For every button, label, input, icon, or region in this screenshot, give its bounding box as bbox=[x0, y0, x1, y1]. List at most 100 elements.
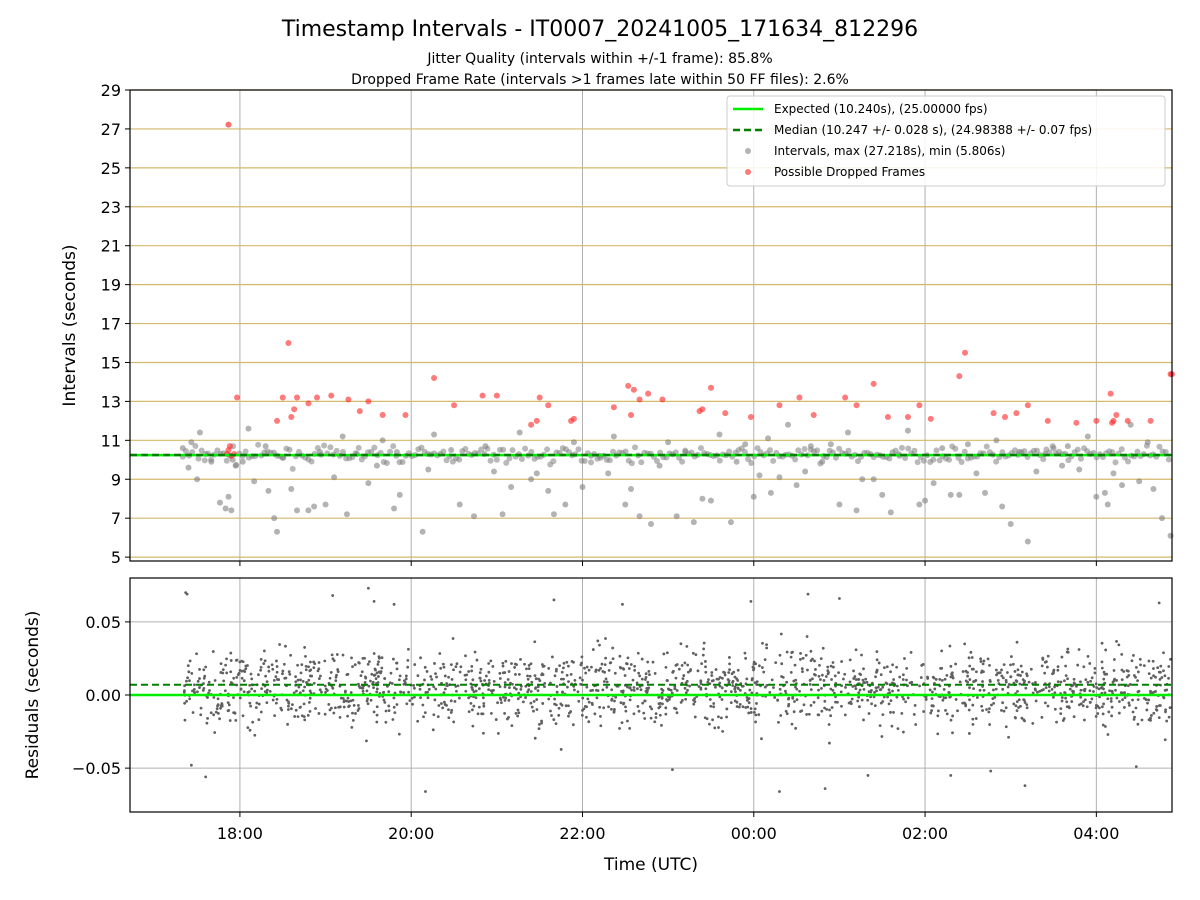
residual-point bbox=[473, 650, 477, 654]
residual-point bbox=[891, 689, 894, 693]
dropped-frame-point bbox=[1044, 417, 1051, 424]
residual-point bbox=[319, 674, 322, 678]
interval-point bbox=[933, 447, 940, 454]
residual-point bbox=[246, 664, 249, 667]
residual-point bbox=[419, 696, 422, 700]
residual-point bbox=[450, 677, 454, 681]
residual-point bbox=[299, 671, 303, 675]
residual-point bbox=[372, 673, 376, 677]
dropped-frame-point bbox=[630, 386, 637, 393]
interval-point bbox=[391, 505, 398, 512]
residual-point bbox=[784, 709, 788, 713]
residual-point bbox=[387, 709, 391, 713]
residual-point bbox=[432, 713, 436, 717]
residual-point bbox=[940, 666, 944, 670]
residual-point bbox=[229, 659, 233, 662]
residual-point bbox=[1154, 690, 1157, 693]
residual-point bbox=[523, 662, 526, 666]
interval-point bbox=[958, 458, 965, 465]
residual-point bbox=[291, 703, 294, 707]
residual-point bbox=[562, 677, 565, 681]
interval-point bbox=[262, 443, 269, 450]
residual-point bbox=[434, 687, 438, 691]
interval-point bbox=[697, 445, 704, 452]
residual-point bbox=[675, 711, 679, 715]
residual-point bbox=[1139, 663, 1142, 667]
residual-point bbox=[298, 691, 302, 695]
residual-point bbox=[481, 731, 485, 735]
residual-point bbox=[549, 709, 552, 713]
interval-point bbox=[886, 455, 893, 462]
residual-point bbox=[889, 699, 893, 703]
residual-point bbox=[622, 701, 626, 705]
residual-point bbox=[1050, 687, 1054, 691]
residual-point bbox=[891, 681, 894, 685]
residual-point bbox=[567, 704, 570, 708]
interval-point bbox=[242, 448, 249, 455]
residual-point bbox=[643, 717, 647, 720]
residual-point bbox=[1147, 698, 1151, 702]
residual-point bbox=[357, 682, 360, 686]
residual-point bbox=[840, 704, 843, 708]
residual-point bbox=[765, 643, 768, 647]
residual-point bbox=[994, 668, 998, 672]
residual-point bbox=[823, 787, 827, 790]
residual-point bbox=[958, 680, 962, 684]
dropped-frame-point bbox=[776, 402, 783, 409]
residual-point bbox=[632, 689, 636, 692]
residual-point bbox=[787, 704, 790, 708]
residual-point bbox=[1122, 706, 1126, 709]
residual-point bbox=[704, 660, 707, 663]
residual-point bbox=[492, 679, 496, 683]
residual-point bbox=[323, 659, 327, 663]
residual-point bbox=[688, 669, 692, 673]
residual-point bbox=[369, 698, 373, 702]
residual-point bbox=[619, 701, 623, 705]
residual-point bbox=[635, 681, 639, 685]
residual-point bbox=[1040, 664, 1044, 668]
residual-point bbox=[974, 679, 978, 682]
residual-point bbox=[954, 662, 958, 666]
residual-point bbox=[243, 670, 247, 673]
residual-point bbox=[1132, 717, 1136, 721]
residual-point bbox=[644, 676, 648, 679]
residual-point bbox=[1151, 659, 1155, 663]
residual-point bbox=[688, 684, 692, 688]
residual-point bbox=[1101, 712, 1105, 716]
interval-point bbox=[939, 445, 946, 452]
y-tick-label: 27 bbox=[101, 120, 121, 139]
residual-point bbox=[1126, 669, 1130, 673]
residual-point bbox=[1121, 698, 1124, 702]
residual-point bbox=[308, 669, 312, 673]
residual-point bbox=[434, 672, 437, 676]
residual-point bbox=[866, 698, 870, 702]
interval-point bbox=[331, 474, 338, 481]
residual-point bbox=[779, 714, 783, 717]
residual-point bbox=[1127, 701, 1131, 705]
interval-point bbox=[1077, 455, 1084, 462]
residual-point bbox=[644, 672, 648, 676]
residual-point bbox=[1044, 701, 1047, 705]
residual-point bbox=[1136, 698, 1140, 702]
residual-point bbox=[521, 700, 525, 704]
residual-point bbox=[599, 714, 602, 718]
residual-point bbox=[233, 711, 237, 715]
residual-point bbox=[375, 687, 379, 691]
residual-point bbox=[806, 592, 810, 596]
residual-point bbox=[345, 699, 349, 703]
residual-point bbox=[850, 697, 854, 701]
residual-point bbox=[909, 650, 913, 654]
dropped-frame-point bbox=[226, 443, 233, 450]
residual-point bbox=[763, 658, 767, 662]
residual-point bbox=[192, 688, 196, 691]
residual-point bbox=[1097, 687, 1101, 691]
residual-point bbox=[613, 671, 617, 675]
residual-point bbox=[281, 672, 284, 676]
residual-point bbox=[1096, 704, 1100, 708]
residual-point bbox=[660, 697, 664, 700]
residual-point bbox=[387, 704, 391, 708]
residual-point bbox=[464, 689, 468, 693]
residual-point bbox=[870, 689, 873, 692]
residual-point bbox=[540, 672, 544, 676]
